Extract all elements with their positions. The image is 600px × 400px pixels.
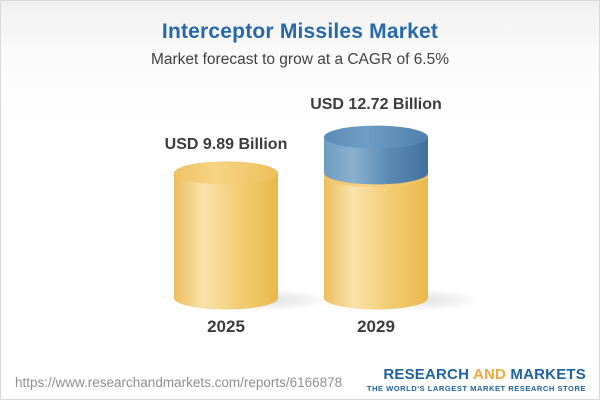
report-url: https://www.researchandmarkets.com/repor… <box>15 375 343 390</box>
cylinder-2029 <box>324 125 481 311</box>
logo-wordmark: RESEARCH AND MARKETS <box>367 367 586 382</box>
page-subtitle: Market forecast to grow at a CAGR of 6.5… <box>150 51 450 68</box>
category-label-2025: 2025 <box>207 317 245 336</box>
cylinder-2025 <box>174 161 331 311</box>
category-label-2029: 2029 <box>357 317 395 336</box>
logo-word-research: RESEARCH <box>383 366 470 383</box>
value-label-2029: USD 12.72 Billion <box>310 96 442 113</box>
page-title: Interceptor Missiles Market <box>161 20 439 43</box>
logo-word-and: AND <box>472 366 507 383</box>
logo-tagline: THE WORLD'S LARGEST MARKET RESEARCH STOR… <box>366 384 586 393</box>
brand-logo: RESEARCH AND MARKETS THE WORLD'S LARGEST… <box>367 367 586 393</box>
logo-word-markets: MARKETS <box>510 366 586 383</box>
value-label-2025: USD 9.89 Billion <box>164 136 288 153</box>
